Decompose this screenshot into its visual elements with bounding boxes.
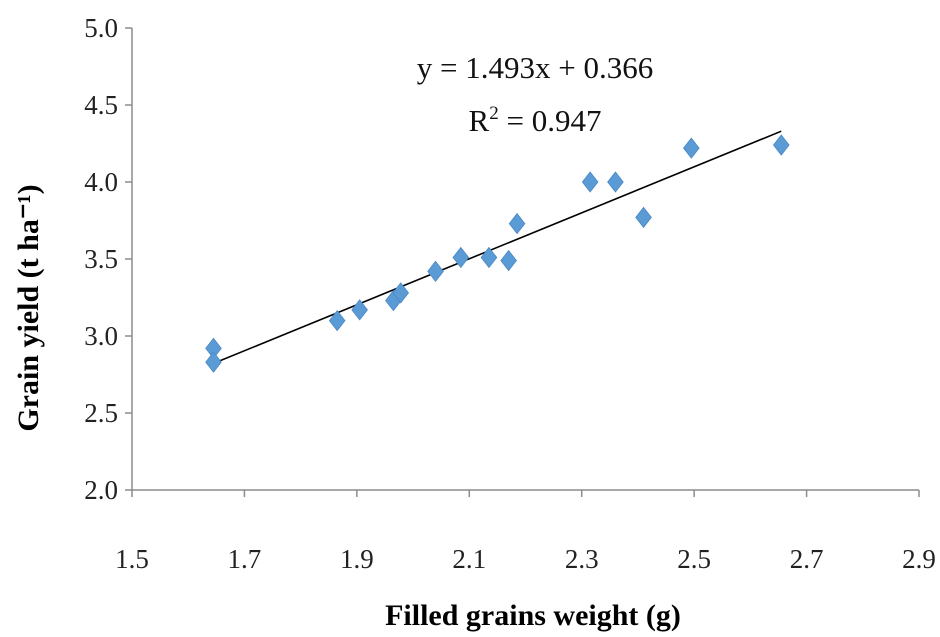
data-point xyxy=(683,137,700,159)
x-tick-label: 2.7 xyxy=(790,544,824,574)
y-axis-title: Grain yield (t ha⁻¹) xyxy=(12,184,45,431)
data-point xyxy=(581,171,599,193)
x-tick-label: 1.7 xyxy=(228,544,262,574)
y-tick-label: 2.5 xyxy=(84,398,118,428)
data-point xyxy=(500,249,517,272)
axes xyxy=(125,27,920,497)
x-tick-label: 2.5 xyxy=(677,544,711,574)
data-point xyxy=(351,299,368,321)
data-point xyxy=(328,309,346,332)
x-tick-label: 2.3 xyxy=(565,544,599,574)
tick-labels: 2.0 2.5 3.0 3.5 4.0 4.5 5.0 1.5 1.7 1.9 2.1 2.3 2.5 2… xyxy=(84,13,936,574)
data-point xyxy=(392,282,410,304)
data-points xyxy=(205,134,790,373)
data-point xyxy=(772,134,790,156)
data-point xyxy=(427,260,444,282)
y-tick-label: 3.5 xyxy=(84,244,118,274)
data-point xyxy=(452,246,470,269)
trendline-layer xyxy=(213,130,782,365)
equation-annotation: y = 1.493x + 0.366 xyxy=(417,50,653,85)
y-tick-label: 2.0 xyxy=(84,475,118,505)
y-tick-label: 4.5 xyxy=(84,90,118,120)
y-tick-label: 4.0 xyxy=(84,167,118,197)
r-squared-label: R xyxy=(469,103,490,138)
data-point xyxy=(205,351,222,373)
r-squared-value: = 0.947 xyxy=(499,103,602,138)
data-point xyxy=(607,171,624,193)
x-tick-label: 1.5 xyxy=(115,544,149,574)
y-tick-label: 3.0 xyxy=(84,321,118,351)
x-axis-title: Filled grains weight (g) xyxy=(385,599,681,632)
x-tick-label: 1.9 xyxy=(340,544,374,574)
r-squared-superscript: 2 xyxy=(489,103,499,124)
data-point xyxy=(635,206,652,229)
trendline xyxy=(213,130,782,365)
r-squared-annotation: R2 = 0.947 xyxy=(469,103,602,138)
y-tick-label: 5.0 xyxy=(84,13,118,43)
data-point xyxy=(480,246,498,269)
x-tick-label: 2.1 xyxy=(452,544,486,574)
x-tick-label: 2.9 xyxy=(902,544,936,574)
data-point xyxy=(508,212,526,235)
